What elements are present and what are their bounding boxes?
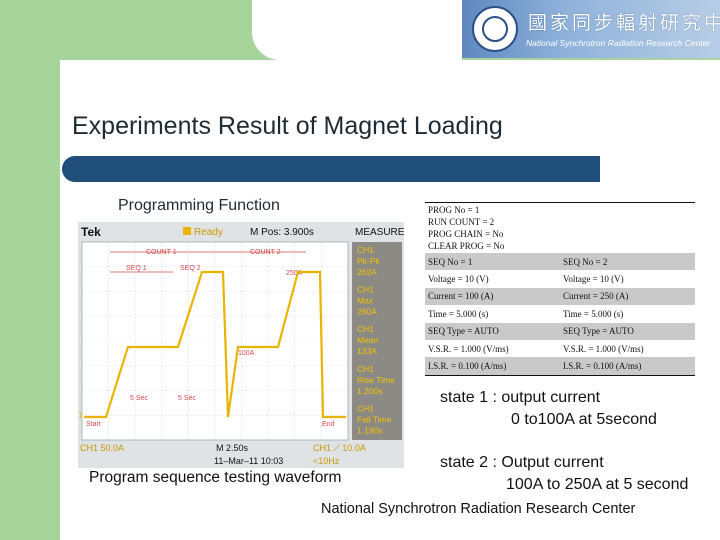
table-row: Current = 100 (A) Current = 250 (A)	[425, 287, 695, 306]
measure-name: Fall Time	[357, 414, 392, 424]
level-250-label: 250A	[286, 270, 303, 277]
timebase: M 2.50s	[216, 443, 249, 453]
trigger-frequency: <10Hz	[313, 456, 340, 466]
measure-channel: CH1	[357, 403, 374, 413]
left-band	[0, 0, 60, 540]
trace-marker: 1	[78, 411, 83, 420]
measure-name: Pk-Pk	[357, 256, 380, 266]
measure-title: MEASURE	[355, 227, 404, 238]
measure-value: 260A	[357, 307, 377, 317]
seq1-label: SEQ 1	[126, 265, 147, 272]
measure-value: 133A	[357, 346, 377, 356]
table-row: Time = 5.000 (s) Time = 5.000 (s)	[425, 305, 695, 322]
measure-channel: CH1	[357, 285, 374, 295]
table-row: SEQ Type = AUTO SEQ Type = AUTO	[425, 322, 695, 340]
end-label: End	[322, 421, 335, 428]
table-row: Voltage = 10 (V) Voltage = 10 (V)	[425, 270, 695, 287]
measure-name: Max	[357, 296, 374, 306]
table-row: V.S.R. = 1.000 (V/ms) V.S.R. = 1.000 (V/m…	[425, 340, 695, 357]
scope-status: Ready	[194, 227, 223, 238]
prog-header-line: PROG CHAIN = No	[428, 229, 504, 239]
measure-name: Mean	[357, 335, 379, 345]
measure-channel: CH1	[357, 245, 374, 255]
table-bottom-rule	[425, 374, 695, 376]
header-tab	[252, 0, 462, 60]
seq2-label: SEQ 2	[180, 265, 201, 272]
oscilloscope-screenshot: Tek Ready M Pos: 3.900s MEASURE COUNT 1 …	[78, 222, 405, 468]
programming-function-heading: Programming Function	[118, 197, 280, 214]
seq1-cell: I.S.R. = 0.100 (A/ms)	[428, 361, 507, 372]
measure-value: 1.200s	[357, 386, 383, 396]
state2-line1: state 2 : Output current	[440, 454, 604, 471]
ch1-scale: CH1 50.0A	[80, 443, 124, 453]
seq2-cell: V.S.R. = 1.000 (V/ms)	[563, 343, 644, 354]
slide-title: Experiments Result of Magnet Loading	[72, 112, 503, 140]
measure-channel: CH1	[357, 364, 374, 374]
trigger-level: CH1 ⟋ 10.0A	[313, 443, 366, 453]
state1-line2: 0 to100A at 5second	[511, 411, 657, 428]
sec-a-label: 5 Sec	[130, 395, 148, 402]
program-parameter-table: PROG No = 1 RUN COUNT = 2 PROG CHAIN = N…	[425, 202, 695, 376]
waveform-caption: Program sequence testing waveform	[89, 469, 342, 486]
count1-label: COUNT 1	[146, 249, 177, 256]
seq1-cell: SEQ Type = AUTO	[428, 326, 499, 337]
ready-icon	[183, 227, 191, 235]
scope-date: 11–Mar–11 10:03	[214, 456, 283, 466]
title-underline-bar	[62, 156, 600, 182]
start-label: Start	[86, 421, 101, 428]
prog-header-line: RUN COUNT = 2	[428, 217, 495, 227]
sec-b-label: 5 Sec	[178, 395, 196, 402]
scope-brand: Tek	[81, 225, 101, 239]
count2-label: COUNT 2	[250, 249, 281, 256]
footer-organization: National Synchrotron Radiation Research …	[321, 501, 636, 517]
measure-channel: CH1	[357, 324, 374, 334]
seq1-cell: Current = 100 (A)	[428, 291, 494, 302]
table-row: SEQ No = 1 SEQ No = 2	[425, 253, 695, 271]
prog-header-line: CLEAR PROG = No	[428, 241, 505, 251]
program-header: PROG No = 1 RUN COUNT = 2 PROG CHAIN = N…	[425, 202, 695, 253]
nsrrc-seal-icon	[472, 6, 518, 52]
seq2-cell: Voltage = 10 (V)	[563, 274, 624, 285]
seq1-cell: Time = 5.000 (s)	[428, 308, 489, 319]
seq2-cell: Current = 250 (A)	[563, 291, 629, 302]
seq1-cell: SEQ No = 1	[428, 256, 473, 267]
scope-mpos: M Pos: 3.900s	[250, 227, 314, 238]
current-waveform-trace	[84, 270, 346, 419]
prog-header-line: PROG No = 1	[428, 205, 480, 215]
measure-value: 262A	[357, 267, 377, 277]
measure-value: 1.190s	[357, 425, 383, 435]
logo-chinese-name: 國家同步輻射研究中心	[528, 12, 720, 34]
state1-line1: state 1 : output current	[440, 389, 601, 406]
seq2-cell: SEQ Type = AUTO	[563, 326, 634, 337]
seq1-cell: V.S.R. = 1.000 (V/ms)	[428, 343, 509, 354]
table-row: I.S.R. = 0.100 (A/ms) I.S.R. = 0.100 (A/m…	[425, 357, 695, 375]
measure-name: Rise Time	[357, 375, 395, 385]
logo-english-name: National Synchrotron Radiation Research …	[526, 38, 711, 48]
seq2-cell: I.S.R. = 0.100 (A/ms)	[563, 361, 642, 372]
measure-panel: CH1Pk-Pk262ACH1Max260ACH1Mean133ACH1Rise…	[357, 245, 395, 435]
nsrrc-logo: 國家同步輻射研究中心 National Synchrotron Radiatio…	[462, 0, 720, 58]
seq2-cell: SEQ No = 2	[563, 256, 608, 267]
level-100-label: 100A	[238, 350, 255, 357]
state2-line2: 100A to 250A at 5 second	[506, 476, 689, 493]
seq2-cell: Time = 5.000 (s)	[563, 308, 624, 319]
seq1-cell: Voltage = 10 (V)	[428, 274, 489, 285]
